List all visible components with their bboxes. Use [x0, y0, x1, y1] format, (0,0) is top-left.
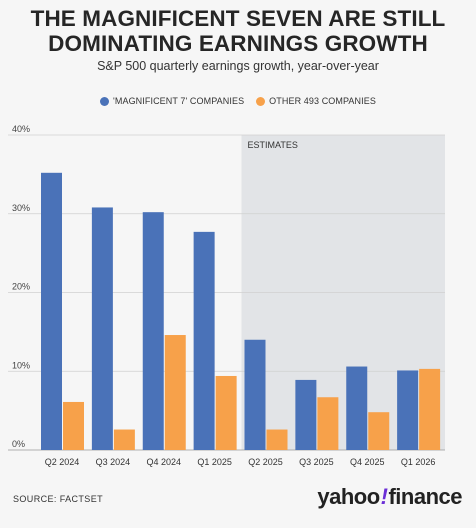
legend-swatch-mag7	[100, 96, 110, 106]
bar-mag7	[346, 366, 368, 450]
logo-word-yahoo: yahoo	[317, 484, 380, 509]
bar-other	[419, 368, 441, 450]
legend-item-mag7: 'MAGNIFICENT 7' COMPANIES	[100, 96, 244, 106]
x-tick-label: Q2 2025	[248, 457, 283, 467]
title-line-2: DOMINATING EARNINGS GROWTH	[48, 31, 428, 56]
x-tick-label: Q2 2024	[45, 457, 80, 467]
bar-mag7	[397, 370, 419, 450]
x-tick-label: Q1 2026	[401, 457, 436, 467]
chart-legend: 'MAGNIFICENT 7' COMPANIES OTHER 493 COMP…	[0, 96, 476, 106]
logo-bang: !	[380, 484, 388, 509]
bar-other	[215, 375, 237, 450]
x-tick-label: Q4 2024	[146, 457, 181, 467]
source-note: SOURCE: FACTSET	[13, 494, 104, 504]
y-tick-label: 40%	[12, 124, 30, 134]
bar-mag7	[142, 212, 164, 450]
x-tick-label: Q4 2025	[350, 457, 385, 467]
bar-mag7	[41, 172, 62, 451]
legend-swatch-other	[256, 96, 266, 106]
legend-label-other: OTHER 493 COMPANIES	[269, 96, 376, 106]
legend-label-mag7: 'MAGNIFICENT 7' COMPANIES	[113, 96, 245, 106]
bar-other	[113, 429, 135, 450]
chart-title: THE MAGNIFICENT SEVEN ARE STILL DOMINATI…	[0, 6, 476, 56]
x-tick-label: Q1 2025	[197, 457, 232, 467]
bar-other	[368, 412, 390, 450]
bar-chart: ESTIMATES 0% 10% 20% 30% 40% Q2 2024 Q3 2024 Q4 …	[8, 124, 445, 467]
title-line-1: THE MAGNIFICENT SEVEN ARE STILL	[30, 6, 446, 31]
bar-mag7	[244, 339, 266, 450]
y-tick-label: 10%	[12, 360, 30, 370]
bar-mag7	[91, 207, 113, 450]
y-tick-label: 0%	[12, 439, 25, 449]
y-tick-label: 30%	[12, 203, 30, 213]
x-tick-label: Q3 2025	[299, 457, 334, 467]
logo-word-finance: finance	[388, 484, 462, 509]
bar-other	[63, 401, 84, 450]
bar-mag7	[193, 231, 215, 450]
x-tick-label: Q3 2024	[96, 457, 131, 467]
bar-mag7	[295, 379, 317, 450]
y-tick-label: 20%	[12, 282, 30, 292]
bar-other	[164, 335, 186, 450]
estimates-label: ESTIMATES	[248, 140, 298, 150]
chart-subtitle: S&P 500 quarterly earnings growth, year-…	[97, 59, 379, 73]
bar-other	[266, 429, 288, 450]
legend-item-other: OTHER 493 COMPANIES	[256, 96, 376, 106]
yahoo-finance-logo: yahoo!finance	[317, 484, 462, 510]
bar-other	[317, 397, 339, 450]
